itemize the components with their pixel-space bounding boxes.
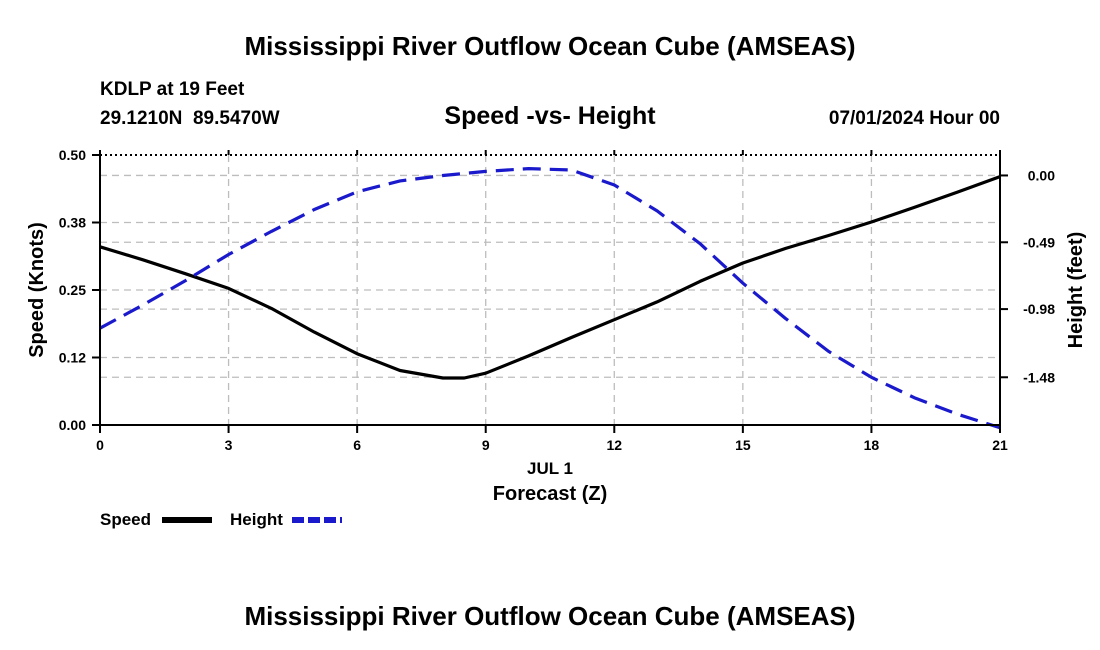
x-tick-label: 0 (96, 437, 104, 453)
series-layer (99, 167, 1001, 430)
series-line-speed (99, 175, 1001, 380)
y-tick-label: 0.38 (59, 215, 86, 231)
y-tick-label: 0.12 (59, 350, 86, 366)
y2-tick-label: 0.00 (1028, 167, 1055, 183)
y2-tick-label: -1.48 (1023, 369, 1055, 385)
y-axis-label: Speed (Knots) (26, 222, 48, 358)
y2-tick-label: -0.49 (1023, 234, 1055, 250)
x-axis-date-label: JUL 1 (527, 459, 573, 478)
page-title: Mississippi River Outflow Ocean Cube (AM… (244, 31, 855, 61)
coordinates-label: 29.1210N 89.5470W (100, 108, 280, 129)
legend-label-height: Height (230, 510, 283, 529)
legend: Speed Height (100, 510, 342, 529)
y-tick-label: 0.50 (59, 147, 86, 163)
forecast-datetime: 07/01/2024 Hour 00 (829, 108, 1000, 129)
station-label: KDLP at 19 Feet (100, 79, 245, 100)
x-tick-label: 9 (482, 437, 490, 453)
x-tick-label: 12 (606, 437, 622, 453)
y2-axis-label: Height (feet) (1065, 232, 1087, 349)
x-tick-label: 6 (353, 437, 361, 453)
x-tick-label: 3 (225, 437, 233, 453)
legend-label-speed: Speed (100, 510, 151, 529)
x-axis-label: Forecast (Z) (493, 483, 607, 505)
footer-title: Mississippi River Outflow Ocean Cube (AM… (244, 601, 855, 631)
x-tick-label: 18 (864, 437, 880, 453)
series-line-height (99, 167, 1001, 430)
chart-subtitle: Speed -vs- Height (444, 102, 656, 130)
y2-tick-label: -0.98 (1023, 301, 1055, 317)
x-tick-label: 15 (735, 437, 751, 453)
axis-ticks: 0 3 6 9 12 15 18 21 0.00 0.12 0.25 0.38 0.50 0.00 -0.4… (59, 147, 1055, 453)
y-tick-label: 0.25 (59, 282, 86, 298)
plot-frame (99, 154, 1001, 426)
x-tick-label: 21 (992, 437, 1008, 453)
y-tick-label: 0.00 (59, 417, 86, 433)
